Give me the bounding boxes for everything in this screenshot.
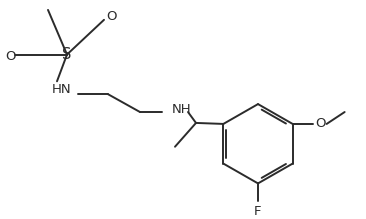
Text: NH: NH [172, 102, 192, 116]
Text: F: F [254, 205, 262, 218]
Text: O: O [107, 10, 117, 23]
Text: HN: HN [52, 83, 72, 96]
Text: O: O [315, 117, 326, 131]
Text: O: O [5, 50, 15, 63]
Text: S: S [62, 47, 72, 62]
